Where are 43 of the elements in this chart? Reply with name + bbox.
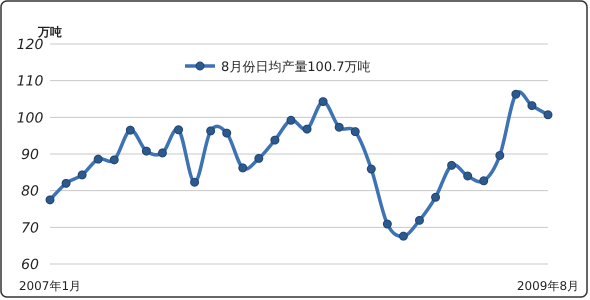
point xyxy=(94,154,103,164)
y-tick-label: 100 xyxy=(16,110,44,126)
point xyxy=(366,164,376,174)
point xyxy=(206,126,216,136)
point xyxy=(158,148,167,158)
point xyxy=(254,154,264,163)
point xyxy=(431,192,440,202)
point xyxy=(190,178,200,187)
point xyxy=(414,216,424,225)
point xyxy=(398,232,408,241)
y-tick-label: 60 xyxy=(21,257,39,273)
point xyxy=(174,125,184,134)
point xyxy=(110,155,119,164)
point xyxy=(238,163,248,172)
point xyxy=(46,195,54,204)
y-tick-label: 90 xyxy=(21,147,39,163)
legend-label: 8月份日均产量100.7万吨 xyxy=(221,60,370,75)
point xyxy=(334,122,344,132)
point xyxy=(479,176,488,186)
y-axis-title: 万吨 xyxy=(37,25,62,39)
point xyxy=(527,101,536,110)
point xyxy=(447,160,456,170)
point xyxy=(302,124,312,134)
point xyxy=(463,172,472,180)
point xyxy=(544,110,552,120)
point xyxy=(126,126,135,135)
point xyxy=(495,150,504,160)
point xyxy=(142,146,151,156)
y-tick-label: 80 xyxy=(21,184,39,200)
point xyxy=(222,128,232,138)
point xyxy=(382,220,392,229)
point xyxy=(62,178,71,188)
x-tick-label: 2007年1月 xyxy=(18,279,82,293)
point xyxy=(286,116,296,125)
point xyxy=(270,136,280,145)
y-tick-label: 110 xyxy=(16,74,44,90)
y-tick-label: 120 xyxy=(16,37,44,53)
point xyxy=(511,90,520,99)
point xyxy=(318,97,328,106)
point xyxy=(350,127,360,136)
point xyxy=(78,170,87,180)
y-tick-label: 70 xyxy=(21,220,39,236)
x-tick-label: 2009年8月 xyxy=(516,279,580,293)
